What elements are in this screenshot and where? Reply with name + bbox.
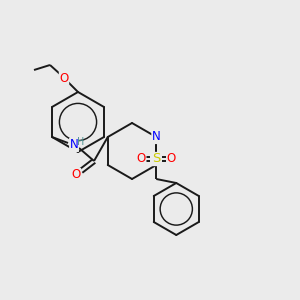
Text: O: O xyxy=(167,152,176,166)
Text: N: N xyxy=(152,130,161,143)
Text: O: O xyxy=(136,152,146,166)
Text: N: N xyxy=(70,139,78,152)
Text: S: S xyxy=(152,152,160,166)
Text: O: O xyxy=(59,71,69,85)
Text: O: O xyxy=(71,169,81,182)
Text: H: H xyxy=(77,137,85,147)
